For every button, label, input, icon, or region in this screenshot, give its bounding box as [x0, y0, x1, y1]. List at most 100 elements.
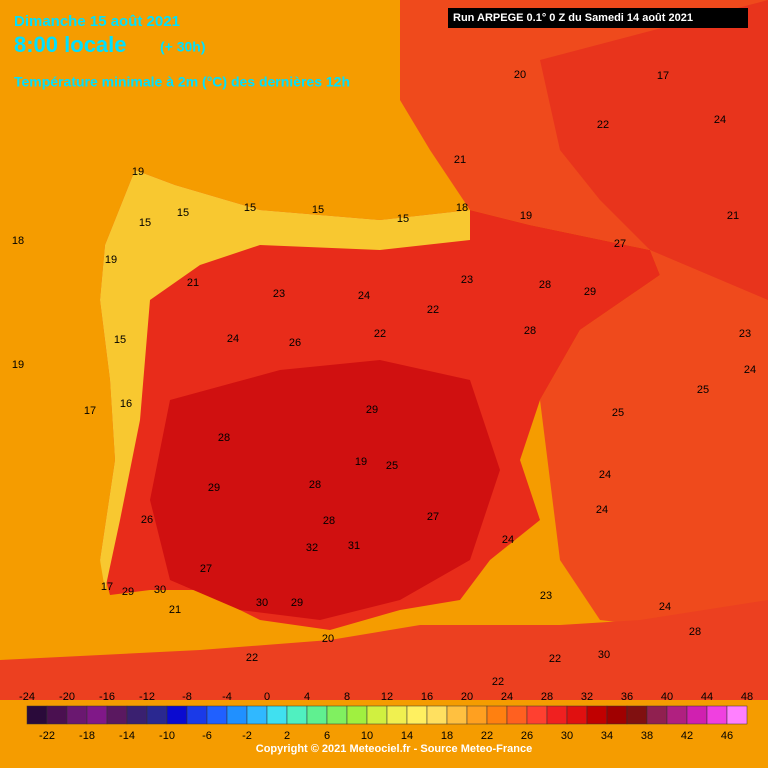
temperature-label: 19	[520, 210, 532, 222]
colorbar-label: -2	[242, 730, 252, 742]
colorbar-label: -14	[119, 730, 135, 742]
temperature-label: 20	[514, 69, 526, 81]
colorbar-cell	[606, 705, 628, 725]
colorbar-cell	[86, 705, 108, 725]
colorbar-cell	[166, 705, 188, 725]
colorbar-label: 26	[521, 730, 533, 742]
temperature-label: 29	[208, 482, 220, 494]
colorbar-cell	[626, 705, 648, 725]
colorbar-cell	[326, 705, 348, 725]
run-box	[448, 8, 748, 28]
colorbar-label: -18	[79, 730, 95, 742]
temperature-label: 29	[122, 586, 134, 598]
colorbar-cell	[266, 705, 288, 725]
temperature-label: 30	[256, 597, 268, 609]
colorbar-cell	[646, 705, 668, 725]
temperature-label: 28	[323, 515, 335, 527]
temperature-label: 26	[289, 337, 301, 349]
temperature-label: 23	[739, 328, 751, 340]
colorbar-label: 20	[461, 691, 473, 703]
colorbar-label: -22	[39, 730, 55, 742]
colorbar-cell	[346, 705, 368, 725]
temperature-label: 27	[614, 238, 626, 250]
colorbar-label: 30	[561, 730, 573, 742]
temperature-label: 22	[427, 304, 439, 316]
temperature-label: 16	[120, 398, 132, 410]
colorbar-label: 44	[701, 691, 713, 703]
temperature-label: 17	[101, 581, 113, 593]
colorbar-cell	[386, 705, 408, 725]
colorbar-cell	[226, 705, 248, 725]
colorbar: -24 -20 -16 -12 -8 -4 0 4 8 12 16 20 24 28 32 36 40 44 48-…	[19, 691, 753, 742]
temperature-label: 24	[358, 290, 370, 302]
colorbar-label: -6	[202, 730, 212, 742]
colorbar-cell	[566, 705, 588, 725]
time: 8:00 locale	[14, 32, 127, 57]
colorbar-label: -8	[182, 691, 192, 703]
colorbar-label: 36	[621, 691, 633, 703]
date: Dimanche 15 août 2021	[14, 13, 180, 30]
colorbar-label: -20	[59, 691, 75, 703]
colorbar-cell	[46, 705, 68, 725]
colorbar-label: 10	[361, 730, 373, 742]
colorbar-cell	[666, 705, 688, 725]
temperature-label: 17	[84, 405, 96, 417]
run: Run ARPEGE 0.1° 0 Z du Samedi 14 août 20…	[453, 12, 693, 24]
temperature-label: 19	[105, 254, 117, 266]
temperature-label: 28	[309, 479, 321, 491]
warm-zone	[540, 0, 768, 300]
temperature-label: 24	[714, 114, 726, 126]
colorbar-label: 8	[344, 691, 350, 703]
temperature-label: 15	[177, 207, 189, 219]
temperature-label: 23	[540, 590, 552, 602]
temperature-label: 19	[355, 456, 367, 468]
colorbar-label: 16	[421, 691, 433, 703]
colorbar-cell	[126, 705, 148, 725]
temperature-label: 23	[461, 274, 473, 286]
temperature-label: 28	[218, 432, 230, 444]
temperature-label: 17	[657, 70, 669, 82]
field: Température minimale à 2m (°C) des derni…	[14, 74, 350, 90]
temperature-label: 28	[539, 279, 551, 291]
colorbar-label: -12	[139, 691, 155, 703]
colorbar-label: 0	[264, 691, 270, 703]
colorbar-label: 22	[481, 730, 493, 742]
colorbar-cell	[526, 705, 548, 725]
africa	[0, 600, 768, 700]
temperature-label: 19	[132, 166, 144, 178]
colorbar-cell	[26, 705, 48, 725]
temperature-label: 21	[187, 277, 199, 289]
colorbar-label: 40	[661, 691, 673, 703]
temperature-label: 24	[227, 333, 239, 345]
temperature-label: 25	[386, 460, 398, 472]
temperature-label: 24	[744, 364, 756, 376]
temperature-label: 21	[169, 604, 181, 616]
temperature-label: 24	[659, 601, 671, 613]
colorbar-label: 28	[541, 691, 553, 703]
colorbar-cell	[366, 705, 388, 725]
temperature-label: 25	[612, 407, 624, 419]
colorbar-cell	[106, 705, 128, 725]
colorbar-label: 34	[601, 730, 613, 742]
colorbar-cell	[186, 705, 208, 725]
colorbar-label: 24	[501, 691, 513, 703]
colorbar-label: -10	[159, 730, 175, 742]
temperature-label: 18	[456, 202, 468, 214]
colorbar-cell	[446, 705, 468, 725]
colorbar-cell	[546, 705, 568, 725]
colorbar-cell	[66, 705, 88, 725]
colorbar-cell	[146, 705, 168, 725]
temperature-label: 15	[244, 202, 256, 214]
temperature-label: 20	[322, 633, 334, 645]
temperature-label: 32	[306, 542, 318, 554]
temperature-label: 24	[502, 534, 514, 546]
temperature-label: 21	[454, 154, 466, 166]
temperature-label: 30	[154, 584, 166, 596]
copyright: Copyright © 2021 Meteociel.fr - Source M…	[256, 743, 532, 755]
temperature-label: 29	[366, 404, 378, 416]
temperature-label: 27	[427, 511, 439, 523]
temperature-label: 23	[273, 288, 285, 300]
hot-interior	[150, 360, 500, 620]
temperature-label: 29	[584, 286, 596, 298]
colorbar-cell	[246, 705, 268, 725]
